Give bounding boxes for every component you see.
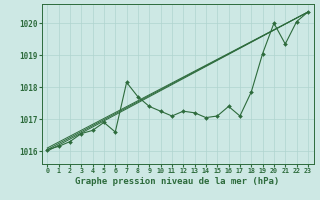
X-axis label: Graphe pression niveau de la mer (hPa): Graphe pression niveau de la mer (hPa) [76, 177, 280, 186]
